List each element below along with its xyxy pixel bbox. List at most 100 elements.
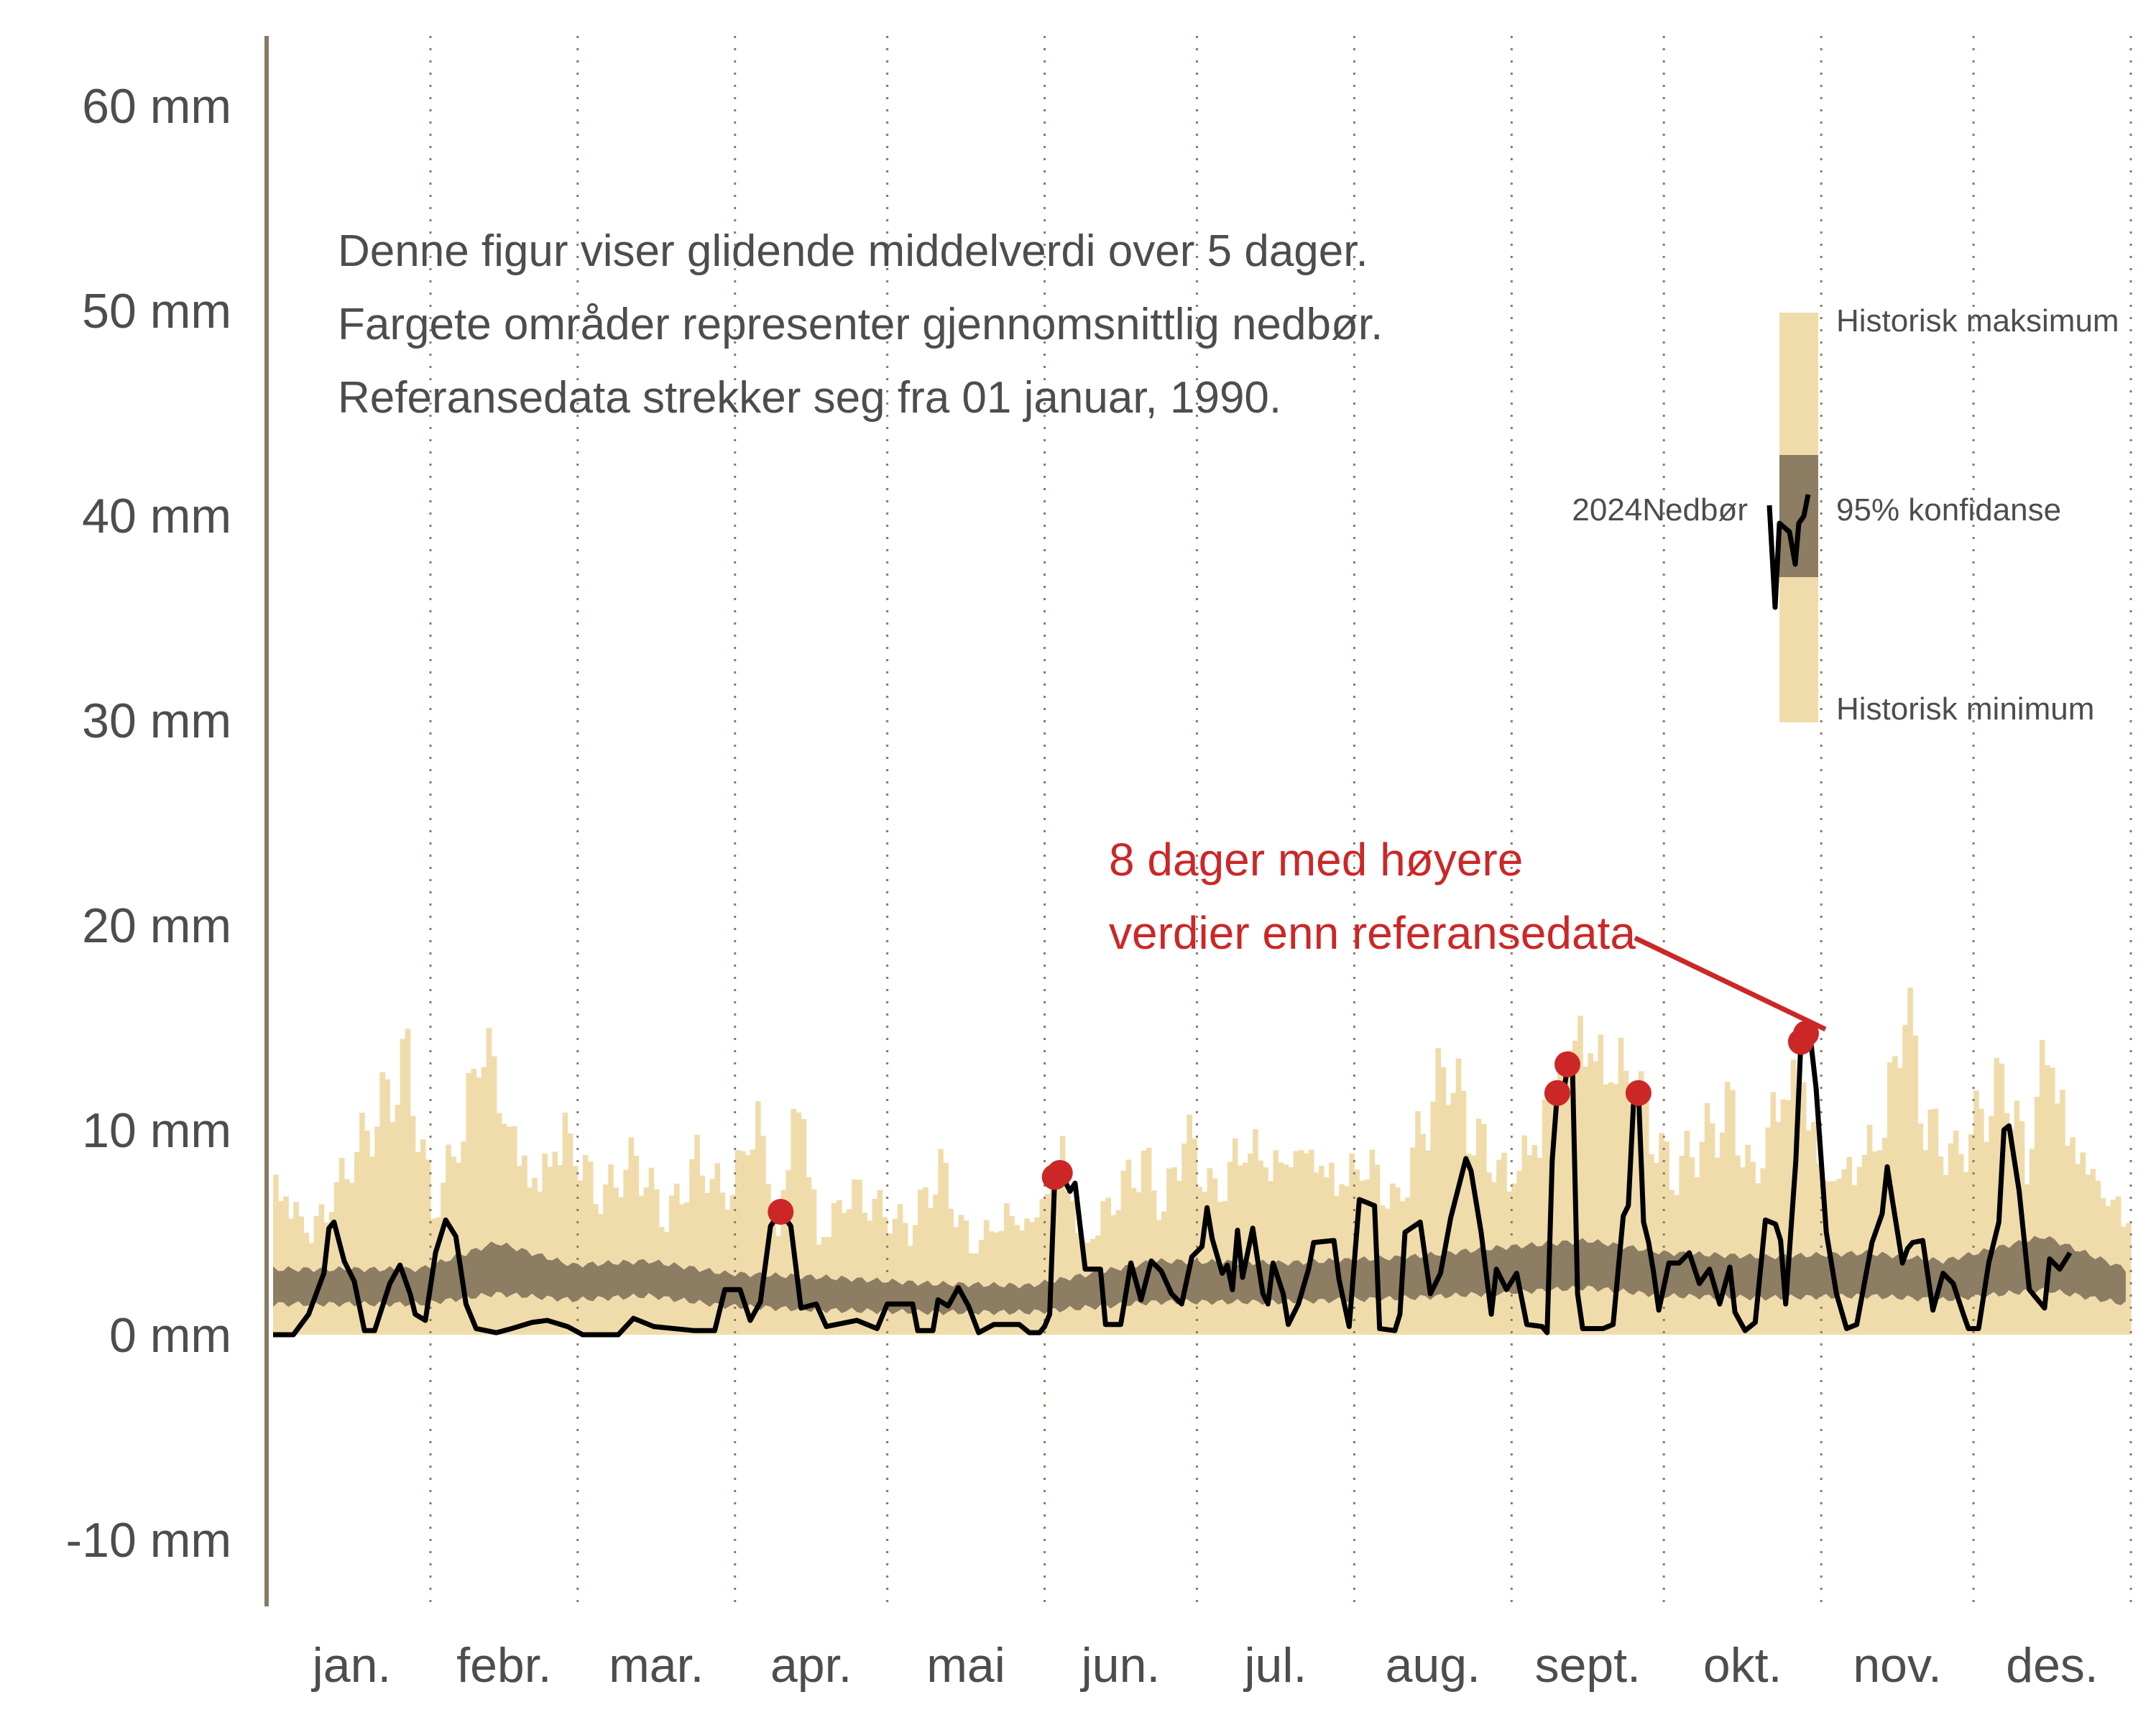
- range-bar: [1795, 1095, 1802, 1335]
- range-bar: [831, 1202, 837, 1335]
- range-bar: [1989, 1116, 1994, 1335]
- range-bar: [2034, 1096, 2040, 1335]
- range-bar: [801, 1118, 807, 1335]
- range-bar: [2004, 1113, 2010, 1335]
- range-bar: [481, 1067, 487, 1335]
- range-bar: [862, 1213, 867, 1335]
- range-bar: [1557, 1073, 1563, 1335]
- legend-max-label: Historisk maksimum: [1836, 303, 2119, 339]
- range-bar: [344, 1179, 350, 1335]
- range-bar: [1069, 1200, 1076, 1335]
- highlighted-points: [768, 1021, 1819, 1225]
- range-bar: [1567, 1050, 1573, 1335]
- range-bar: [1714, 1157, 1720, 1335]
- range-bar: [740, 1151, 746, 1335]
- range-bar: [704, 1192, 711, 1335]
- range-bar: [1288, 1167, 1294, 1335]
- range-bar: [1501, 1152, 1507, 1335]
- x-axis-ticks: jan. febr. mar. apr. mai jun. jul. aug. sept. okt…: [311, 1638, 2099, 1693]
- range-bar: [405, 1029, 411, 1335]
- x-tick-label: des.: [2006, 1638, 2099, 1693]
- highlight-dot: [1625, 1080, 1651, 1106]
- range-bar: [1125, 1159, 1132, 1335]
- x-tick-label: aug.: [1386, 1638, 1480, 1693]
- note-line-1: Denne figur viser glidende middelverdi o…: [338, 226, 1368, 276]
- range-bar: [1724, 1082, 1731, 1335]
- range-bar: [1440, 1067, 1447, 1335]
- range-bar: [1435, 1048, 1442, 1335]
- range-bar: [567, 1133, 573, 1335]
- y-tick-label: -10 mm: [66, 1513, 231, 1568]
- month-gridlines: [429, 36, 2132, 1606]
- range-bar: [943, 1162, 949, 1335]
- range-bar: [917, 1190, 923, 1335]
- range-bar: [562, 1112, 568, 1335]
- range-bar: [364, 1131, 370, 1335]
- range-bar: [1024, 1218, 1030, 1335]
- range-bar: [1689, 1157, 1695, 1335]
- range-bar: [1318, 1166, 1325, 1335]
- range-bar: [1588, 1053, 1593, 1335]
- range-bar: [633, 1155, 640, 1335]
- range-bar: [293, 1202, 299, 1335]
- range-bar: [1765, 1127, 1772, 1335]
- range-bar: [1780, 1099, 1787, 1335]
- range-bar: [1059, 1136, 1066, 1335]
- range-bar: [648, 1167, 655, 1335]
- y-axis-ticks: 60 mm 50 mm 40 mm 30 mm 20 mm 10 mm 0 mm -10 mm: [66, 79, 231, 1568]
- range-bar: [1197, 1187, 1203, 1335]
- range-bar: [441, 1182, 446, 1335]
- range-bar: [1876, 1150, 1883, 1335]
- x-tick-label: jun.: [1080, 1638, 1161, 1693]
- range-bar: [923, 1187, 929, 1335]
- range-bar: [857, 1179, 862, 1335]
- legend-ci-label: 95% konfidanse: [1836, 492, 2061, 528]
- range-bar: [623, 1169, 629, 1335]
- x-tick-label: apr.: [770, 1638, 852, 1693]
- range-bar: [1227, 1162, 1233, 1335]
- range-bar: [1654, 1162, 1659, 1335]
- range-bar: [390, 1122, 396, 1335]
- range-bar: [1120, 1170, 1127, 1335]
- range-bar: [643, 1187, 650, 1335]
- range-bar: [359, 1113, 365, 1335]
- range-bar: [811, 1189, 817, 1335]
- range-bar: [486, 1028, 492, 1335]
- range-bar: [1598, 1034, 1604, 1335]
- range-bar: [2090, 1169, 2096, 1335]
- range-bar: [902, 1223, 908, 1335]
- range-bar: [1973, 1090, 1979, 1335]
- range-bar: [1927, 1109, 1934, 1335]
- range-bar: [1709, 1123, 1715, 1335]
- range-bar: [1349, 1153, 1355, 1335]
- range-bar: [770, 1206, 776, 1335]
- range-bar: [420, 1139, 426, 1335]
- range-bar: [471, 1068, 477, 1335]
- range-bar: [694, 1134, 700, 1335]
- range-bar: [786, 1170, 792, 1335]
- range-bar: [552, 1151, 558, 1335]
- range-bar: [1192, 1138, 1198, 1335]
- range-bar: [1054, 1171, 1061, 1335]
- range-bar: [1943, 1174, 1949, 1335]
- range-bar: [1202, 1192, 1208, 1335]
- range-bar: [557, 1164, 563, 1335]
- range-bar: [689, 1159, 695, 1335]
- range-bar: [699, 1175, 705, 1335]
- range-bar: [852, 1179, 857, 1335]
- x-tick-label: febr.: [456, 1638, 551, 1693]
- range-bar: [283, 1196, 289, 1335]
- range-bar: [1324, 1177, 1330, 1335]
- range-bar: [476, 1077, 482, 1335]
- range-bar: [1740, 1167, 1746, 1335]
- range-bar: [1912, 1035, 1918, 1335]
- y-tick-label: 60 mm: [82, 79, 231, 134]
- range-bar: [1984, 1141, 1989, 1335]
- range-bar: [1470, 1155, 1477, 1335]
- range-bar: [1146, 1147, 1152, 1335]
- annotation-pointer: [1634, 935, 1827, 1032]
- range-bar: [511, 1126, 517, 1335]
- range-bar: [912, 1225, 918, 1335]
- range-bar: [1633, 1110, 1639, 1335]
- range-bar: [1968, 1133, 1974, 1335]
